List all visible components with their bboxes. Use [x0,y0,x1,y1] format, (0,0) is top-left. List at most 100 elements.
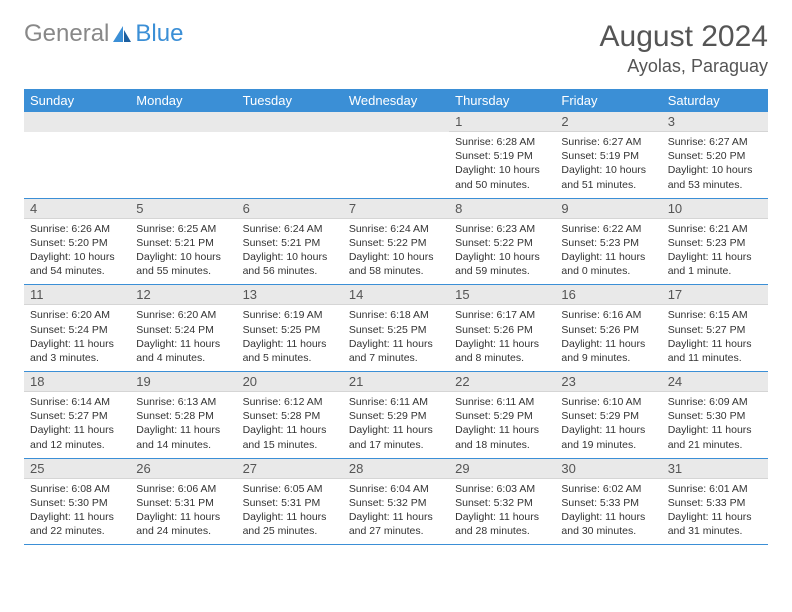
day-info: Sunrise: 6:11 AMSunset: 5:29 PMDaylight:… [343,392,449,458]
calendar-cell: 16Sunrise: 6:16 AMSunset: 5:26 PMDayligh… [555,285,661,372]
day-info: Sunrise: 6:12 AMSunset: 5:28 PMDaylight:… [237,392,343,458]
sunrise-text: Sunrise: 6:24 AM [349,222,443,236]
sunrise-text: Sunrise: 6:10 AM [561,395,655,409]
dow-thu: Thursday [449,89,555,112]
sunset-text: Sunset: 5:31 PM [243,496,337,510]
sunrise-text: Sunrise: 6:27 AM [668,135,762,149]
calendar-cell: 24Sunrise: 6:09 AMSunset: 5:30 PMDayligh… [662,372,768,459]
day-info: Sunrise: 6:13 AMSunset: 5:28 PMDaylight:… [130,392,236,458]
day-info: Sunrise: 6:24 AMSunset: 5:21 PMDaylight:… [237,219,343,285]
sunrise-text: Sunrise: 6:25 AM [136,222,230,236]
location: Ayolas, Paraguay [600,56,768,77]
sunset-text: Sunset: 5:33 PM [668,496,762,510]
sunset-text: Sunset: 5:29 PM [455,409,549,423]
dow-sun: Sunday [24,89,130,112]
sunset-text: Sunset: 5:25 PM [349,323,443,337]
dow-fri: Friday [555,89,661,112]
calendar-cell: 21Sunrise: 6:11 AMSunset: 5:29 PMDayligh… [343,372,449,459]
day-number: 11 [24,285,130,305]
day-number: 13 [237,285,343,305]
sunrise-text: Sunrise: 6:27 AM [561,135,655,149]
day-number: 12 [130,285,236,305]
daylight-text: Daylight: 11 hours and 19 minutes. [561,423,655,451]
sunset-text: Sunset: 5:29 PM [561,409,655,423]
sunset-text: Sunset: 5:27 PM [30,409,124,423]
calendar-row: 18Sunrise: 6:14 AMSunset: 5:27 PMDayligh… [24,372,768,459]
day-number: 10 [662,199,768,219]
sunrise-text: Sunrise: 6:15 AM [668,308,762,322]
day-number: 21 [343,372,449,392]
header: General Blue August 2024 Ayolas, Paragua… [24,20,768,77]
day-number: 1 [449,112,555,132]
daylight-text: Daylight: 11 hours and 24 minutes. [136,510,230,538]
day-number: 23 [555,372,661,392]
day-info: Sunrise: 6:20 AMSunset: 5:24 PMDaylight:… [130,305,236,371]
sunset-text: Sunset: 5:22 PM [349,236,443,250]
daylight-text: Daylight: 11 hours and 9 minutes. [561,337,655,365]
day-number: 19 [130,372,236,392]
sunset-text: Sunset: 5:24 PM [30,323,124,337]
sunset-text: Sunset: 5:30 PM [30,496,124,510]
day-info: Sunrise: 6:24 AMSunset: 5:22 PMDaylight:… [343,219,449,285]
sunset-text: Sunset: 5:25 PM [243,323,337,337]
sunrise-text: Sunrise: 6:24 AM [243,222,337,236]
calendar-cell [24,112,130,198]
daylight-text: Daylight: 11 hours and 28 minutes. [455,510,549,538]
dow-mon: Monday [130,89,236,112]
calendar-cell: 7Sunrise: 6:24 AMSunset: 5:22 PMDaylight… [343,198,449,285]
daylight-text: Daylight: 10 hours and 56 minutes. [243,250,337,278]
sunrise-text: Sunrise: 6:19 AM [243,308,337,322]
sunrise-text: Sunrise: 6:26 AM [30,222,124,236]
calendar-cell [343,112,449,198]
sunrise-text: Sunrise: 6:11 AM [455,395,549,409]
day-info: Sunrise: 6:19 AMSunset: 5:25 PMDaylight:… [237,305,343,371]
calendar-cell: 6Sunrise: 6:24 AMSunset: 5:21 PMDaylight… [237,198,343,285]
daylight-text: Daylight: 11 hours and 4 minutes. [136,337,230,365]
day-info: Sunrise: 6:26 AMSunset: 5:20 PMDaylight:… [24,219,130,285]
sunrise-text: Sunrise: 6:05 AM [243,482,337,496]
sunset-text: Sunset: 5:32 PM [455,496,549,510]
day-info: Sunrise: 6:14 AMSunset: 5:27 PMDaylight:… [24,392,130,458]
calendar-cell: 20Sunrise: 6:12 AMSunset: 5:28 PMDayligh… [237,372,343,459]
logo: General Blue [24,20,183,48]
day-info: Sunrise: 6:25 AMSunset: 5:21 PMDaylight:… [130,219,236,285]
calendar-cell: 11Sunrise: 6:20 AMSunset: 5:24 PMDayligh… [24,285,130,372]
day-number: 5 [130,199,236,219]
daylight-text: Daylight: 11 hours and 18 minutes. [455,423,549,451]
day-number: 3 [662,112,768,132]
day-info: Sunrise: 6:22 AMSunset: 5:23 PMDaylight:… [555,219,661,285]
calendar-cell: 18Sunrise: 6:14 AMSunset: 5:27 PMDayligh… [24,372,130,459]
sunset-text: Sunset: 5:21 PM [136,236,230,250]
day-info: Sunrise: 6:02 AMSunset: 5:33 PMDaylight:… [555,479,661,545]
empty-day-header [130,112,236,132]
day-info: Sunrise: 6:11 AMSunset: 5:29 PMDaylight:… [449,392,555,458]
calendar-cell: 15Sunrise: 6:17 AMSunset: 5:26 PMDayligh… [449,285,555,372]
day-number: 20 [237,372,343,392]
empty-day-header [237,112,343,132]
sunset-text: Sunset: 5:20 PM [30,236,124,250]
sunset-text: Sunset: 5:31 PM [136,496,230,510]
sunrise-text: Sunrise: 6:02 AM [561,482,655,496]
sunrise-text: Sunrise: 6:16 AM [561,308,655,322]
sunset-text: Sunset: 5:19 PM [561,149,655,163]
day-info: Sunrise: 6:17 AMSunset: 5:26 PMDaylight:… [449,305,555,371]
day-number: 28 [343,459,449,479]
day-number: 15 [449,285,555,305]
day-info: Sunrise: 6:18 AMSunset: 5:25 PMDaylight:… [343,305,449,371]
sunrise-text: Sunrise: 6:04 AM [349,482,443,496]
sunset-text: Sunset: 5:21 PM [243,236,337,250]
sunrise-text: Sunrise: 6:12 AM [243,395,337,409]
daylight-text: Daylight: 11 hours and 22 minutes. [30,510,124,538]
dow-sat: Saturday [662,89,768,112]
calendar-cell: 9Sunrise: 6:22 AMSunset: 5:23 PMDaylight… [555,198,661,285]
calendar-cell: 17Sunrise: 6:15 AMSunset: 5:27 PMDayligh… [662,285,768,372]
calendar-cell: 10Sunrise: 6:21 AMSunset: 5:23 PMDayligh… [662,198,768,285]
day-info: Sunrise: 6:23 AMSunset: 5:22 PMDaylight:… [449,219,555,285]
sunset-text: Sunset: 5:32 PM [349,496,443,510]
logo-text-blue: Blue [135,20,183,48]
sunset-text: Sunset: 5:28 PM [136,409,230,423]
daylight-text: Daylight: 11 hours and 5 minutes. [243,337,337,365]
daylight-text: Daylight: 11 hours and 7 minutes. [349,337,443,365]
calendar-body: 1Sunrise: 6:28 AMSunset: 5:19 PMDaylight… [24,112,768,545]
sunset-text: Sunset: 5:26 PM [455,323,549,337]
